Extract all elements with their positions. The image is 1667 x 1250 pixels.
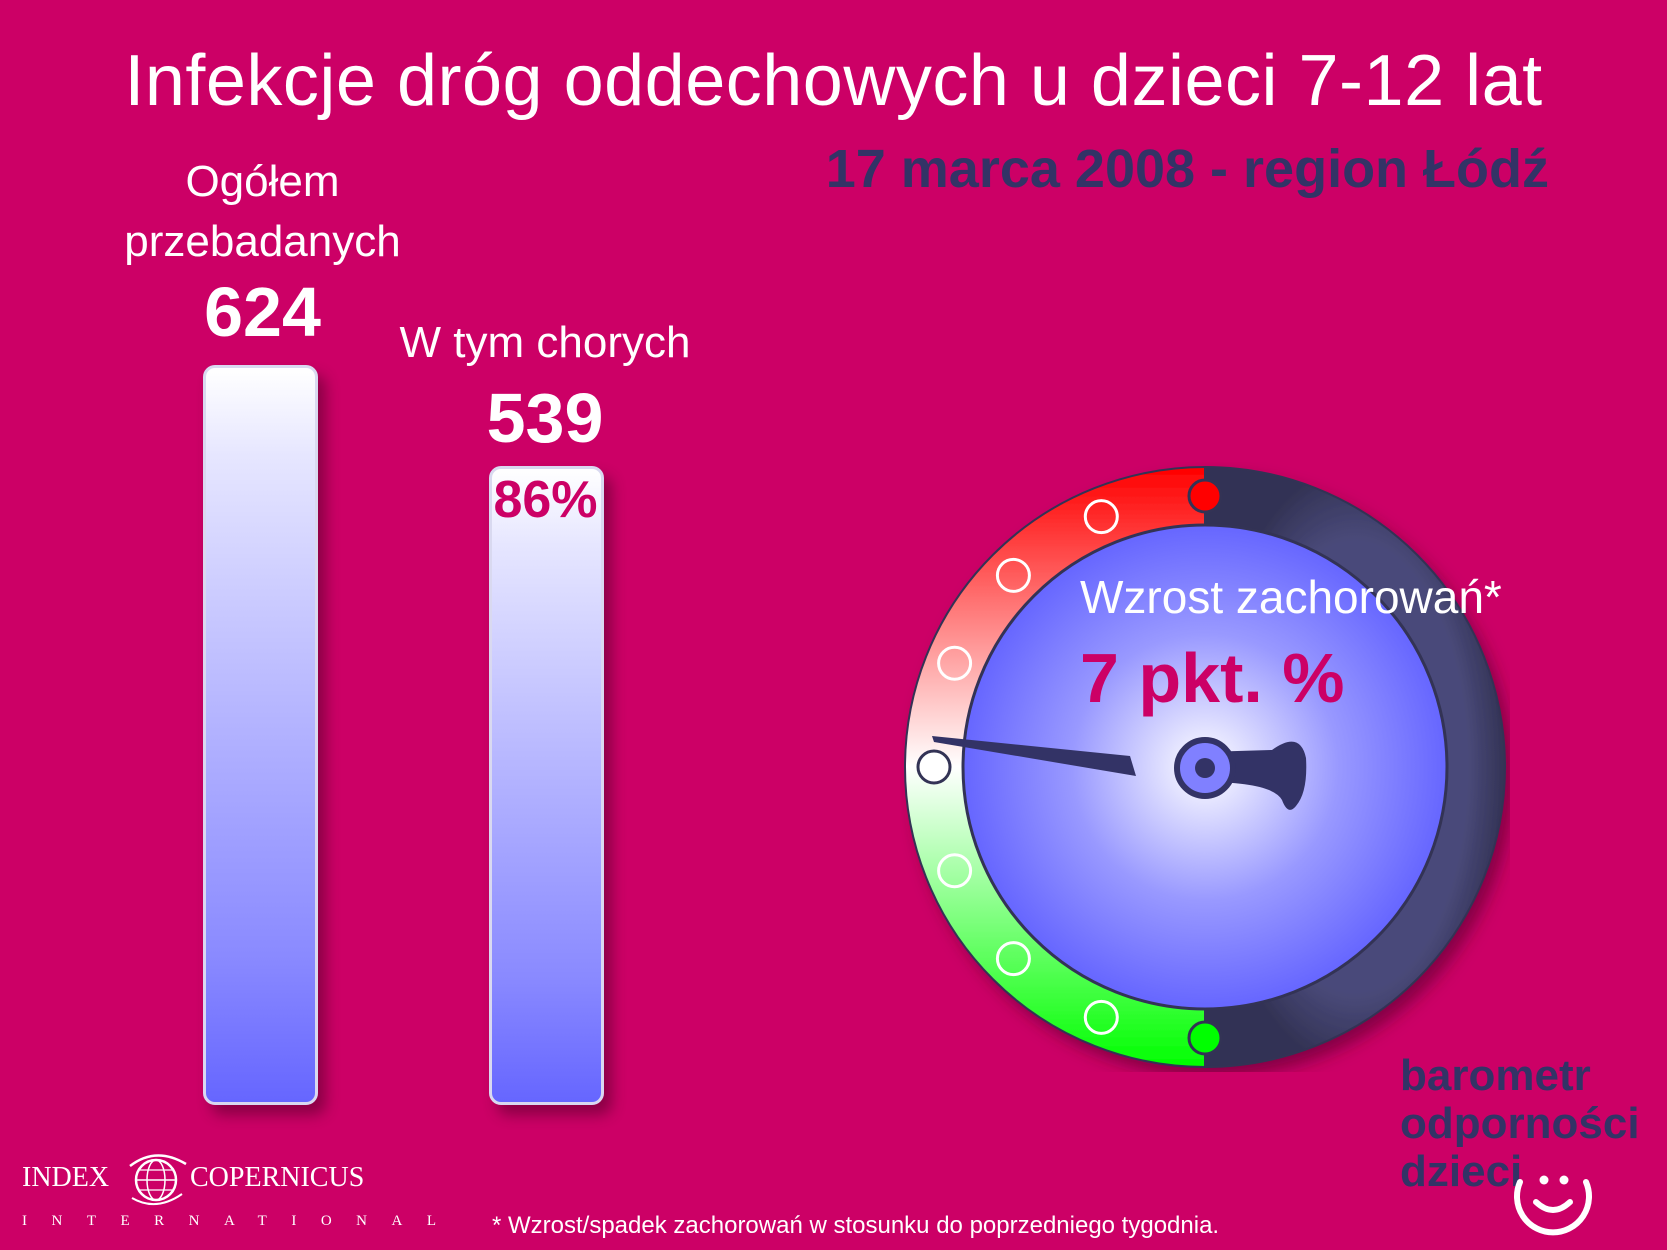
brand-line1: barometr bbox=[1400, 1051, 1591, 1100]
logo-word-index: INDEX bbox=[22, 1162, 110, 1193]
gauge-tick bbox=[1187, 478, 1223, 514]
bar-total bbox=[203, 365, 318, 1105]
index-copernicus-logo: INDEX COPERNICUS bbox=[22, 1150, 382, 1210]
gauge-label: Wzrost zachorowań* bbox=[1080, 571, 1502, 623]
smile-icon bbox=[1514, 1175, 1592, 1236]
globe-icon bbox=[129, 1154, 187, 1205]
bar-sick bbox=[489, 466, 604, 1105]
page-subtitle: 17 marca 2008 - region Łódź bbox=[825, 139, 1549, 199]
gauge-value: 7 pkt. % bbox=[1080, 639, 1345, 717]
total-label: Ogółem przebadanych bbox=[95, 152, 430, 272]
gauge-ticks bbox=[916, 478, 1223, 1056]
gauge-tick bbox=[1083, 999, 1119, 1035]
total-value: 624 bbox=[204, 273, 321, 351]
total-label-line1: Ogółem bbox=[185, 157, 340, 206]
brand-wordmark: barometr odporności dzieci bbox=[1400, 1052, 1640, 1196]
logo-word-copernicus: COPERNICUS bbox=[190, 1162, 365, 1193]
gauge-tick bbox=[937, 645, 973, 681]
footnote: * Wzrost/spadek zachorowań w stosunku do… bbox=[492, 1212, 1220, 1239]
page-title: Infekcje dróg oddechowych u dzieci 7-12 … bbox=[124, 41, 1543, 121]
gauge-tick bbox=[995, 557, 1031, 593]
gauge-tick bbox=[995, 941, 1031, 977]
gauge-tick bbox=[1187, 1020, 1223, 1056]
gauge-dial bbox=[904, 466, 1506, 1068]
gauge-tick bbox=[1083, 499, 1119, 535]
gauge-tick bbox=[937, 853, 973, 889]
logo-subtitle: INTERNATIONAL bbox=[22, 1213, 461, 1229]
brand-line3: dzieci bbox=[1400, 1147, 1523, 1196]
sick-value: 539 bbox=[486, 379, 604, 457]
sick-percent-label: 86% bbox=[493, 471, 598, 529]
total-label-line2: przebadanych bbox=[124, 217, 401, 266]
sick-label: W tym chorych bbox=[399, 318, 691, 367]
brand-line2: odporności bbox=[1400, 1099, 1640, 1148]
gauge-needle bbox=[932, 736, 1307, 810]
gauge-tick bbox=[916, 749, 952, 785]
